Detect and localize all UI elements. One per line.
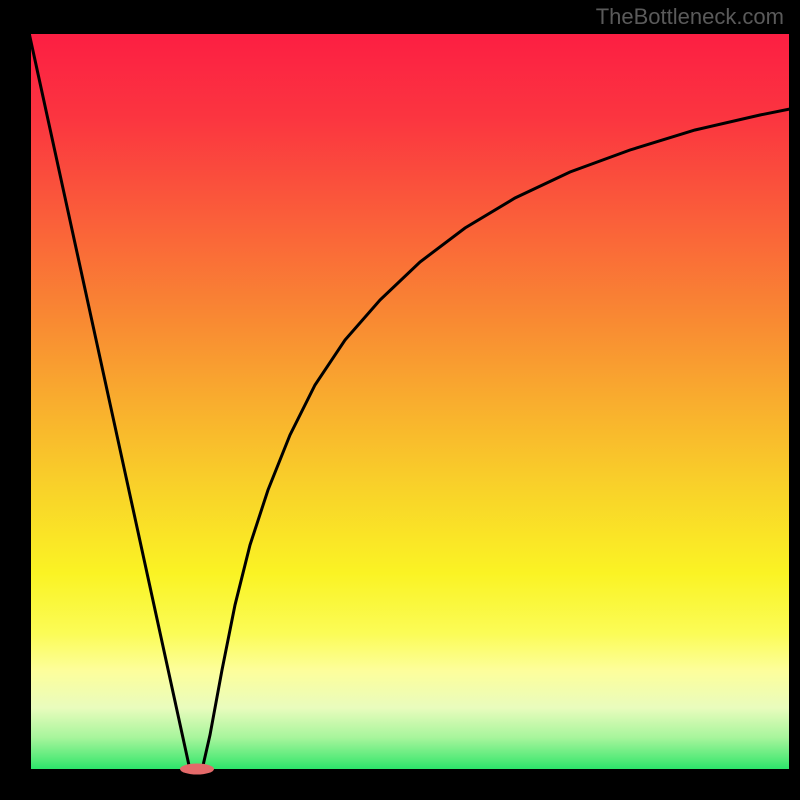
chart-container: TheBottleneck.com [0,0,800,800]
frame-border [19,22,800,781]
minimum-marker [180,764,214,775]
watermark-text: TheBottleneck.com [596,4,784,30]
